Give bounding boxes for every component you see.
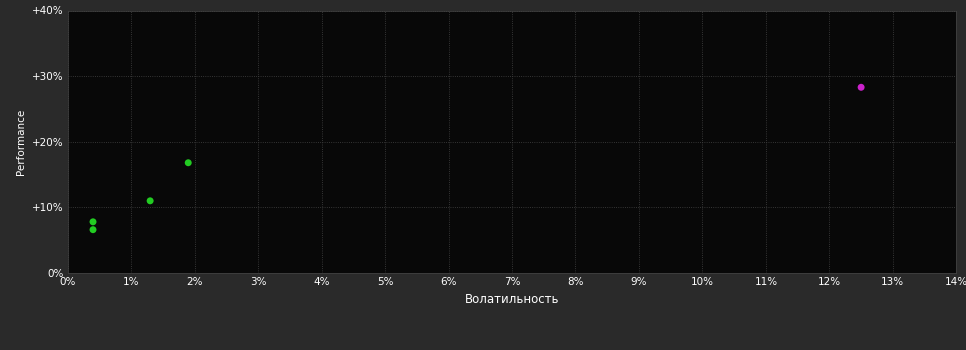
Point bbox=[85, 219, 100, 225]
X-axis label: Волатильность: Волатильность bbox=[465, 293, 559, 306]
Y-axis label: Performance: Performance bbox=[16, 108, 26, 175]
Point bbox=[853, 84, 868, 90]
Point bbox=[85, 227, 100, 232]
Point bbox=[181, 160, 196, 166]
Point bbox=[142, 198, 157, 204]
